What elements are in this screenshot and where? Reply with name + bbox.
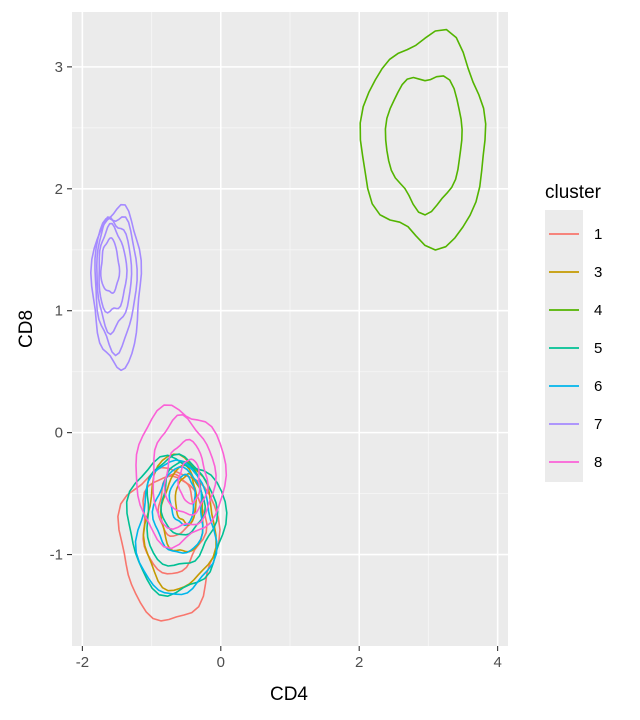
cluster-8-contour-level-1 xyxy=(135,404,228,550)
legend-label-cluster-4: 4 xyxy=(594,302,602,319)
cluster-3-contour-level-1 xyxy=(142,453,217,592)
cluster-7-contour-level-4 xyxy=(98,222,128,314)
legend-label-cluster-5: 5 xyxy=(594,340,602,357)
axis-ticks: -2 0 2 4 -1 0 1 2 3 xyxy=(50,59,502,671)
y-axis-title: CD8 xyxy=(16,310,37,348)
legend-items: 1 3 4 5 6 7 8 xyxy=(549,226,602,471)
cluster-7-contour-level-1 xyxy=(90,203,143,372)
cluster-5-contour-level-2 xyxy=(146,453,219,567)
cluster-8-contours xyxy=(135,404,228,550)
legend-label-cluster-8: 8 xyxy=(594,454,602,471)
cluster-6-contour-level-2 xyxy=(151,466,204,554)
x-tick-label: 2 xyxy=(355,654,363,671)
cluster-6-contour-level-1 xyxy=(134,459,218,596)
cluster-7-contour-level-3 xyxy=(96,216,133,336)
legend-label-cluster-7: 7 xyxy=(594,416,602,433)
x-axis-title: CD4 xyxy=(270,684,308,705)
cluster-5-contour-level-3 xyxy=(160,460,206,536)
legend-key-background xyxy=(545,210,583,482)
x-tick-label: 4 xyxy=(493,654,501,671)
legend-label-cluster-6: 6 xyxy=(594,378,602,395)
cluster-7-contour-level-5 xyxy=(100,237,121,294)
cluster-4-contour-level-2 xyxy=(384,75,463,216)
y-tick-label: 1 xyxy=(55,303,63,320)
legend: cluster 1 3 4 5 6 7 8 xyxy=(545,182,602,482)
cluster-4-contour-level-1 xyxy=(359,28,487,251)
cluster-1-contour-level-3 xyxy=(157,473,196,537)
cluster-4-contours xyxy=(359,28,487,251)
cluster-8-contour-level-3 xyxy=(163,438,209,516)
cluster-7-contours xyxy=(90,203,143,372)
cluster-6-contours xyxy=(134,459,218,596)
legend-label-cluster-1: 1 xyxy=(594,226,602,243)
legend-title: cluster xyxy=(545,182,602,203)
y-tick-label: 0 xyxy=(55,425,63,442)
cluster-8-contour-level-4 xyxy=(177,458,201,505)
cluster-8-contour-level-2 xyxy=(152,414,217,530)
cluster-3-contour-level-3 xyxy=(174,472,198,527)
cluster-6-contour-level-3 xyxy=(168,473,196,527)
contour-layer xyxy=(90,28,487,622)
y-tick-label: 3 xyxy=(55,59,63,76)
legend-label-cluster-3: 3 xyxy=(594,264,602,281)
x-tick-label: 0 xyxy=(217,654,225,671)
x-tick-label: -2 xyxy=(76,654,89,671)
cluster-7-contour-level-2 xyxy=(94,216,138,357)
y-tick-label: 2 xyxy=(55,181,63,198)
grid-major-lines xyxy=(72,12,508,646)
y-tick-label: -1 xyxy=(50,547,63,564)
